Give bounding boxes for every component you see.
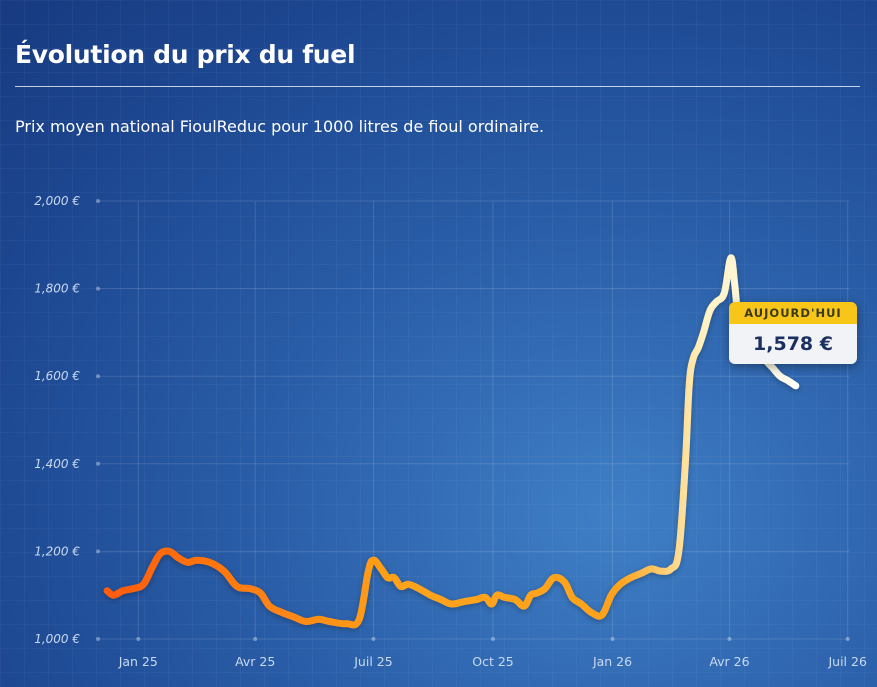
x-tick-dot: [845, 637, 850, 641]
x-tick-dot: [610, 637, 615, 641]
y-tick-dot: [96, 461, 100, 466]
x-tick-dot: [136, 637, 141, 641]
tooltip-value: 1,578 €: [729, 324, 857, 364]
chart-subtitle: Prix moyen national FioulReduc pour 1000…: [15, 117, 545, 136]
x-tick-label: Jan 25: [118, 654, 158, 669]
x-tick-dot: [253, 637, 258, 641]
x-tick-label: Avr 25: [235, 654, 275, 669]
tooltip-label: AUJOURD'HUI: [729, 302, 857, 324]
x-tick-label: Oct 25: [472, 654, 514, 669]
y-tick-label: 1,400 €: [34, 457, 80, 471]
y-tick-label: 2,000 €: [34, 194, 80, 208]
y-tick-dot: [96, 374, 100, 379]
x-tick-dot: [490, 637, 495, 641]
x-tick-label: Avr 26: [709, 654, 749, 669]
page-title: Évolution du prix du fuel: [15, 40, 356, 69]
x-tick-dot: [727, 637, 732, 641]
x-tick-label: Juil 26: [827, 654, 866, 669]
x-tick-label: Juil 25: [353, 654, 392, 669]
current-point-marker: [792, 382, 800, 390]
price-points: [792, 382, 800, 390]
y-tick-dot: [96, 199, 100, 203]
y-axis-ticks: 1,000 € 1,200 € 1,400 € 1,600 € 1,800 € 2,000…: [34, 194, 100, 646]
y-tick-dot: [96, 286, 100, 291]
current-price-tooltip: AUJOURD'HUI 1,578 €: [729, 302, 857, 364]
x-axis-ticks: Jan 25 Avr 25 Juil 25 Oct 25 Jan 26 Avr 26 Jui…: [118, 637, 867, 669]
y-tick-label: 1,800 €: [34, 282, 80, 296]
price-series-line: [103, 254, 800, 629]
y-tick-label: 1,600 €: [34, 369, 80, 383]
y-tick-dot: [96, 637, 100, 641]
title-divider: [15, 86, 860, 87]
y-tick-dot: [96, 549, 100, 554]
x-tick-dot: [371, 637, 376, 641]
x-tick-label: Jan 26: [592, 654, 632, 669]
y-tick-label: 1,000 €: [34, 632, 80, 646]
y-tick-label: 1,200 €: [34, 544, 80, 558]
